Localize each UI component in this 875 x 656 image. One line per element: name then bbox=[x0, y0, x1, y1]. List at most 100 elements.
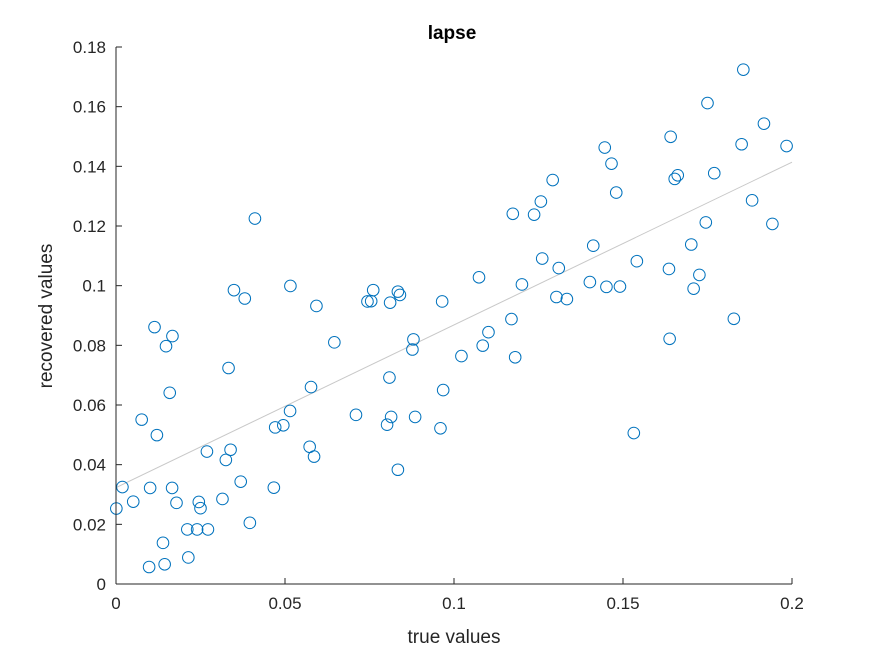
data-point bbox=[361, 295, 374, 308]
y-tick-label: 0.14 bbox=[73, 157, 106, 176]
data-point bbox=[434, 421, 447, 435]
data-point bbox=[170, 496, 183, 510]
y-tick-label: 0.08 bbox=[73, 336, 106, 355]
chart-title: lapse bbox=[428, 23, 477, 44]
data-point bbox=[407, 333, 420, 346]
y-tick-label: 0.06 bbox=[73, 396, 106, 415]
data-point bbox=[408, 410, 422, 424]
data-point bbox=[234, 475, 248, 488]
data-point bbox=[550, 290, 563, 304]
data-point bbox=[158, 558, 171, 571]
data-point bbox=[310, 299, 323, 313]
fit-line-layer bbox=[115, 161, 793, 489]
data-point bbox=[224, 443, 237, 457]
data-point bbox=[780, 139, 793, 153]
data-point bbox=[662, 262, 676, 276]
y-axis-label: recovered values bbox=[36, 244, 57, 389]
y-tick-label: 0.18 bbox=[73, 38, 106, 57]
data-point bbox=[194, 501, 207, 515]
data-point bbox=[190, 523, 204, 536]
data-point bbox=[701, 96, 714, 110]
data-point bbox=[600, 280, 613, 294]
data-point bbox=[391, 463, 405, 477]
data-point bbox=[613, 280, 627, 293]
x-tick-label: 0.1 bbox=[442, 594, 466, 613]
data-point bbox=[546, 173, 559, 187]
data-point bbox=[664, 130, 677, 144]
data-point bbox=[116, 480, 129, 494]
data-point bbox=[383, 296, 397, 309]
data-point bbox=[307, 450, 321, 463]
data-point bbox=[436, 383, 450, 397]
data-point bbox=[508, 350, 522, 364]
data-point bbox=[156, 536, 170, 550]
ticks: 0 0.05 0.1 0.15 0.2 0 0.02 0.04 0.06 0.08 0.1 0.12 0… bbox=[73, 38, 804, 613]
data-point bbox=[284, 279, 297, 293]
data-point bbox=[535, 252, 549, 265]
data-point bbox=[159, 339, 173, 353]
data-point bbox=[598, 141, 612, 154]
data-point bbox=[476, 339, 490, 352]
data-points bbox=[110, 63, 793, 574]
data-point bbox=[699, 216, 713, 229]
data-point bbox=[406, 343, 419, 356]
y-tick-label: 0.02 bbox=[73, 515, 106, 534]
data-point bbox=[166, 329, 179, 343]
x-axis-label: true values bbox=[408, 627, 501, 648]
y-tick-label: 0.12 bbox=[73, 217, 106, 236]
data-point bbox=[227, 283, 241, 297]
data-point bbox=[383, 371, 396, 384]
data-point bbox=[435, 295, 449, 308]
data-point bbox=[380, 418, 394, 431]
data-point bbox=[304, 380, 318, 394]
data-point bbox=[482, 325, 495, 339]
data-point bbox=[143, 481, 157, 495]
data-point bbox=[148, 320, 161, 334]
data-point bbox=[693, 268, 706, 282]
data-point bbox=[248, 212, 262, 225]
data-point bbox=[393, 288, 407, 302]
data-point bbox=[737, 63, 750, 76]
data-point bbox=[534, 195, 548, 208]
data-point bbox=[505, 312, 518, 326]
y-tick-label: 0.04 bbox=[73, 456, 106, 475]
data-point bbox=[201, 523, 215, 536]
data-point bbox=[757, 117, 771, 130]
data-point bbox=[745, 194, 759, 207]
data-point bbox=[163, 386, 177, 400]
data-point bbox=[349, 408, 363, 422]
data-point bbox=[243, 516, 257, 530]
data-point bbox=[182, 551, 195, 564]
data-point bbox=[527, 208, 541, 221]
data-point bbox=[684, 238, 698, 251]
data-point bbox=[181, 523, 194, 536]
x-tick-label: 0.15 bbox=[606, 594, 639, 613]
data-point bbox=[391, 285, 405, 298]
data-point bbox=[142, 560, 156, 574]
data-point bbox=[455, 349, 468, 363]
data-point bbox=[238, 292, 252, 305]
data-point bbox=[627, 426, 641, 440]
data-point bbox=[384, 410, 398, 424]
data-point bbox=[552, 261, 566, 275]
data-point bbox=[135, 413, 148, 426]
data-point bbox=[267, 481, 281, 494]
data-point bbox=[192, 495, 206, 509]
data-point bbox=[583, 275, 597, 289]
x-tick-label: 0.2 bbox=[780, 594, 804, 613]
data-point bbox=[560, 292, 574, 306]
x-tick-label: 0.05 bbox=[268, 594, 301, 613]
data-point bbox=[671, 168, 685, 182]
data-point bbox=[707, 166, 721, 180]
data-point bbox=[687, 282, 700, 295]
data-point bbox=[506, 207, 520, 221]
data-point bbox=[268, 421, 282, 434]
data-point bbox=[126, 495, 140, 508]
x-tick-label: 0 bbox=[111, 594, 120, 613]
data-point bbox=[605, 157, 618, 170]
data-point bbox=[222, 361, 235, 375]
data-point bbox=[200, 445, 214, 458]
y-tick-label: 0.1 bbox=[82, 277, 106, 296]
data-point bbox=[366, 283, 380, 297]
